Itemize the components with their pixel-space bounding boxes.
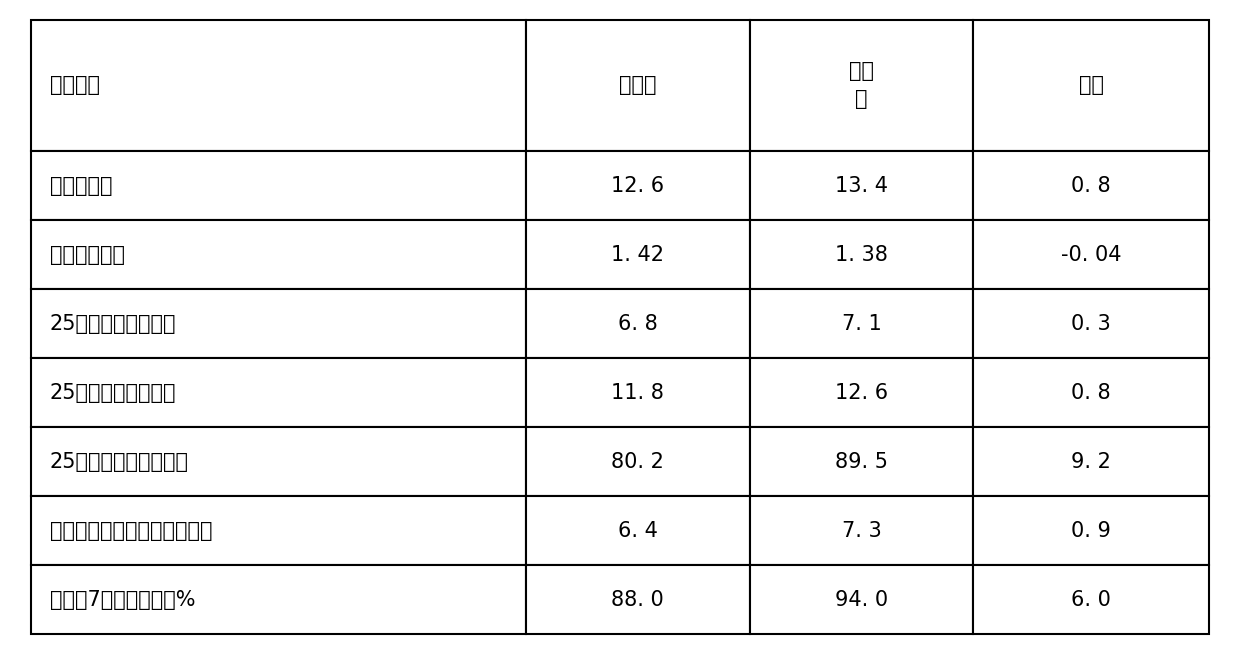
Bar — [973, 20, 1209, 151]
Bar — [31, 565, 526, 634]
Text: 6. 4: 6. 4 — [618, 520, 657, 541]
Text: 80. 2: 80. 2 — [611, 451, 665, 472]
Bar — [31, 289, 526, 358]
Bar — [973, 151, 1209, 220]
Bar — [31, 151, 526, 220]
Bar — [749, 289, 973, 358]
Text: 出生重，公斤: 出生重，公斤 — [50, 244, 124, 265]
Text: 对照组: 对照组 — [619, 76, 656, 95]
Bar — [749, 358, 973, 427]
Text: 0. 3: 0. 3 — [1071, 313, 1111, 334]
Bar — [749, 20, 973, 151]
Bar — [973, 565, 1209, 634]
Text: 1. 38: 1. 38 — [835, 244, 888, 265]
Text: 7. 3: 7. 3 — [842, 520, 882, 541]
Bar — [31, 20, 526, 151]
Text: 13. 4: 13. 4 — [835, 175, 888, 196]
Text: 0. 8: 0. 8 — [1071, 175, 1111, 196]
Text: 0. 8: 0. 8 — [1071, 382, 1111, 403]
Bar — [526, 151, 749, 220]
Text: 差异: 差异 — [1079, 76, 1104, 95]
Bar — [526, 220, 749, 289]
Bar — [526, 565, 749, 634]
Bar — [526, 20, 749, 151]
Text: 6. 8: 6. 8 — [618, 313, 657, 334]
Text: 0. 9: 0. 9 — [1071, 520, 1111, 541]
Bar — [749, 220, 973, 289]
Bar — [526, 358, 749, 427]
Text: 12. 6: 12. 6 — [611, 175, 665, 196]
Bar — [31, 358, 526, 427]
Bar — [973, 220, 1209, 289]
Text: 生产指标: 生产指标 — [50, 76, 99, 95]
Text: 88. 0: 88. 0 — [611, 589, 665, 610]
Bar — [973, 427, 1209, 496]
Bar — [973, 496, 1209, 565]
Text: 25日龄断奶头数，头: 25日龄断奶头数，头 — [50, 382, 176, 403]
Bar — [973, 289, 1209, 358]
Bar — [526, 427, 749, 496]
Text: 94. 0: 94. 0 — [835, 589, 888, 610]
Bar — [31, 220, 526, 289]
Text: 7. 1: 7. 1 — [842, 313, 882, 334]
Text: 断奶后7天内发情率，%: 断奶后7天内发情率，% — [50, 589, 195, 610]
Bar — [31, 496, 526, 565]
Text: 1. 42: 1. 42 — [611, 244, 665, 265]
Bar — [31, 427, 526, 496]
Text: 12. 6: 12. 6 — [835, 382, 888, 403]
Bar — [749, 151, 973, 220]
Bar — [526, 289, 749, 358]
Text: 25日龄断奶重，公斤: 25日龄断奶重，公斤 — [50, 313, 176, 334]
Text: 25日龄断奶窝重，公斤: 25日龄断奶窝重，公斤 — [50, 451, 188, 472]
Text: 产仔数，头: 产仔数，头 — [50, 175, 112, 196]
Text: 89. 5: 89. 5 — [835, 451, 888, 472]
Text: 哺乳期母猪平均采食量，公斤: 哺乳期母猪平均采食量，公斤 — [50, 520, 212, 541]
Bar — [526, 496, 749, 565]
Bar — [749, 496, 973, 565]
Bar — [973, 358, 1209, 427]
Bar — [749, 427, 973, 496]
Text: 11. 8: 11. 8 — [611, 382, 665, 403]
Text: 试验
组: 试验 组 — [849, 61, 874, 110]
Text: 6. 0: 6. 0 — [1071, 589, 1111, 610]
Bar — [749, 565, 973, 634]
Text: 9. 2: 9. 2 — [1071, 451, 1111, 472]
Text: -0. 04: -0. 04 — [1061, 244, 1121, 265]
